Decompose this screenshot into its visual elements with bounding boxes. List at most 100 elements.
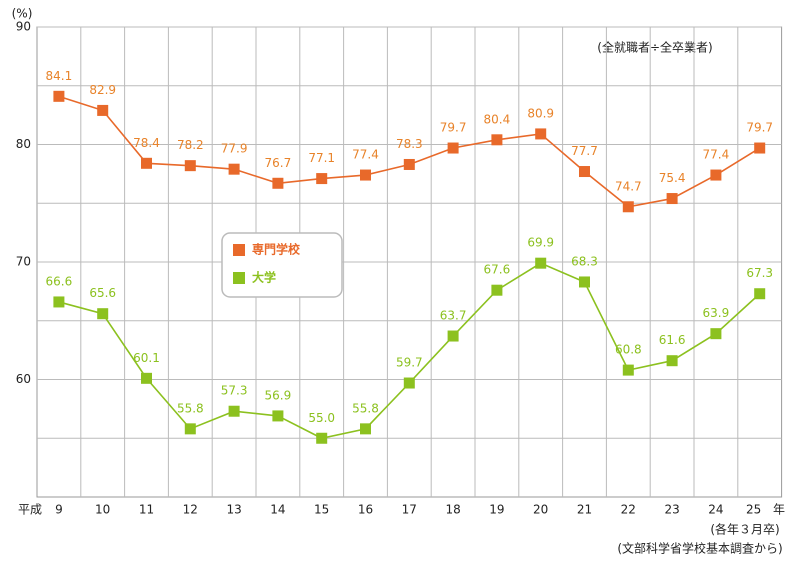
data-label: 79.7 xyxy=(440,121,467,135)
data-point xyxy=(622,364,634,376)
series-line xyxy=(58,262,761,440)
data-label: 60.8 xyxy=(615,343,642,357)
data-label: 75.4 xyxy=(659,171,686,185)
data-label: 65.6 xyxy=(89,286,116,300)
legend-swatch xyxy=(233,244,245,256)
data-label: 63.9 xyxy=(703,306,730,320)
data-point xyxy=(710,169,722,181)
legend-swatch xyxy=(233,272,245,284)
data-label: 55.0 xyxy=(308,411,335,425)
x-tick-label: 14 xyxy=(270,503,285,517)
legend-label: 専門学校 xyxy=(252,242,301,257)
data-point xyxy=(272,410,284,422)
data-point xyxy=(360,423,371,435)
legend-box xyxy=(221,232,343,298)
data-label: 78.4 xyxy=(133,136,160,150)
data-label: 80.4 xyxy=(484,112,511,126)
data-label: 80.9 xyxy=(527,106,554,120)
data-point xyxy=(535,257,547,269)
data-label: 77.1 xyxy=(308,151,335,165)
data-point xyxy=(535,128,547,140)
y-tick-label: 80 xyxy=(16,137,31,151)
x-tick-label: 25 xyxy=(746,503,761,517)
data-label: 84.1 xyxy=(46,69,73,83)
data-point xyxy=(53,296,65,308)
x-tick-label: 23 xyxy=(664,503,679,517)
data-point xyxy=(754,142,766,154)
data-point xyxy=(666,193,678,205)
note: (文部科学省学校基本調査から) xyxy=(617,541,782,556)
x-tick-label: 9 xyxy=(55,503,63,517)
data-label: 57.3 xyxy=(221,384,248,398)
data-label: 67.3 xyxy=(746,266,773,280)
data-label: 67.6 xyxy=(484,263,511,277)
x-tick-label: 17 xyxy=(402,503,417,517)
data-point xyxy=(97,104,109,116)
data-point xyxy=(97,308,109,320)
y-tick-label: 70 xyxy=(16,255,31,269)
y-tick-label: 60 xyxy=(16,372,31,386)
data-point xyxy=(622,201,634,213)
x-tick-label: 16 xyxy=(358,503,373,517)
data-label: 66.6 xyxy=(46,274,73,288)
data-label: 78.2 xyxy=(177,138,204,152)
data-label: 59.7 xyxy=(396,356,423,370)
x-tick-label: 18 xyxy=(445,503,460,517)
data-point xyxy=(579,276,590,288)
data-label: 79.7 xyxy=(746,121,773,135)
data-point xyxy=(447,330,459,342)
x-tick-label: 12 xyxy=(183,503,198,517)
data-label: 69.9 xyxy=(527,236,554,250)
legend-label: 大学 xyxy=(252,270,276,285)
data-point xyxy=(403,377,415,389)
data-point xyxy=(184,423,196,435)
series-line xyxy=(58,95,761,208)
data-point xyxy=(447,142,459,154)
data-label: 77.7 xyxy=(571,144,598,158)
x-prefix: 平成 xyxy=(18,503,42,517)
data-point xyxy=(184,160,196,172)
x-tick-label: 19 xyxy=(489,503,504,517)
data-point xyxy=(360,169,371,181)
data-label: 77.9 xyxy=(221,142,248,156)
y-unit: (%) xyxy=(12,7,33,21)
x-tick-label: 20 xyxy=(533,503,548,517)
data-label: 61.6 xyxy=(659,333,686,347)
data-point xyxy=(228,405,240,417)
x-tick-label: 10 xyxy=(95,503,110,517)
data-point xyxy=(53,90,65,102)
data-point xyxy=(272,177,284,189)
x-tick-label: 13 xyxy=(226,503,241,517)
x-tick-label: 24 xyxy=(708,503,723,517)
data-label: 76.7 xyxy=(265,156,292,170)
data-label: 68.3 xyxy=(571,254,598,268)
data-label: 78.3 xyxy=(396,137,423,151)
data-point xyxy=(403,158,415,170)
data-label: 74.7 xyxy=(615,179,642,193)
x-tick-label: 15 xyxy=(314,503,329,517)
data-point xyxy=(316,173,328,185)
data-label: 77.4 xyxy=(352,148,379,162)
data-point xyxy=(710,328,722,340)
x-tick-label: 11 xyxy=(139,503,154,517)
data-point xyxy=(579,166,590,178)
data-point xyxy=(666,355,678,367)
x-tick-label: 21 xyxy=(577,503,592,517)
data-label: 63.7 xyxy=(440,309,467,323)
x-suffix: 年 xyxy=(773,503,785,517)
data-point xyxy=(141,157,152,169)
data-point xyxy=(316,432,328,444)
data-point xyxy=(754,288,766,300)
data-point xyxy=(491,284,503,296)
chart-subtitle: (全就職者÷全卒業者) xyxy=(597,40,712,55)
data-label: 77.4 xyxy=(703,148,730,162)
data-label: 55.8 xyxy=(177,401,204,415)
data-label: 82.9 xyxy=(89,83,116,97)
data-label: 55.8 xyxy=(352,401,379,415)
x-tick-label: 22 xyxy=(621,503,636,517)
note: (各年３月卒) xyxy=(710,522,779,537)
data-point xyxy=(228,163,240,175)
y-tick-label: 90 xyxy=(16,20,31,34)
